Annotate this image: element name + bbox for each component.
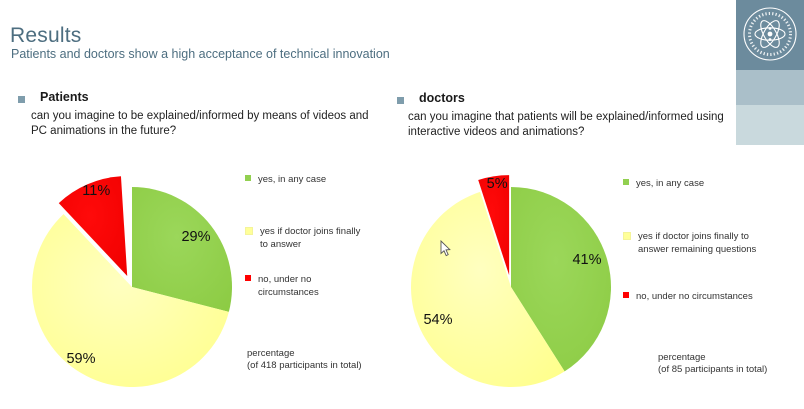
yellow-swatch-icon (623, 232, 631, 240)
doctors-label-no: 5% (487, 176, 508, 192)
legend-label: yes if doctor joins finally to (638, 231, 749, 242)
doctors-footnote: percentage (of 85 participants in total) (658, 352, 767, 376)
legend-label: yes if doctor joins finally (260, 226, 361, 237)
patients-bullet-icon (18, 96, 25, 103)
doctors-question: can you imagine that patients will be ex… (408, 111, 724, 138)
page-subtitle: Patients and doctors show a high accepta… (11, 47, 390, 61)
legend-label: yes, in any case (636, 178, 705, 189)
patients-label-yes: 29% (181, 229, 210, 245)
patients-legend-item-yes: yes, in any case (245, 173, 326, 186)
footnote-line: percentage (658, 352, 706, 363)
page-title: Results (10, 24, 82, 47)
red-swatch-icon (623, 292, 629, 298)
footnote-line: (of 418 participants in total) (247, 360, 362, 371)
doctors-slice-yes (511, 187, 611, 372)
patients-heading: Patients (40, 90, 89, 104)
doctors-legend-item-yes: yes, in any case (623, 177, 704, 190)
university-seal-logo (743, 7, 797, 61)
doctors-legend-item-no: no, under no circumstances (623, 290, 753, 303)
patients-slice-yes (132, 187, 233, 312)
footnote-line: (of 85 participants in total) (658, 364, 768, 375)
doctors-heading: doctors (419, 91, 465, 105)
legend-label: no, under no (258, 274, 312, 285)
footnote-line: percentage (247, 348, 295, 359)
patients-question: can you imagine to be explained/informed… (31, 110, 369, 137)
accent-strip-medium (736, 70, 804, 105)
patients-label-yes-if-doctor: 59% (66, 351, 95, 367)
red-swatch-icon (245, 275, 251, 281)
yellow-swatch-icon (245, 227, 253, 235)
legend-label: answer remaining questions (638, 244, 757, 255)
patients-pie-chart: 11% 29% 59% (32, 176, 233, 387)
green-swatch-icon (245, 175, 251, 181)
doctors-bullet-icon (397, 97, 404, 104)
doctors-label-yes: 41% (572, 252, 601, 268)
patients-slice-yes-if-doctor (32, 214, 229, 387)
legend-label: circumstances (258, 287, 319, 298)
doctors-slice-yes-if-doctor (410, 191, 565, 387)
green-swatch-icon (623, 179, 629, 185)
patients-label-no: 11% (82, 183, 110, 199)
patients-footnote: percentage (of 418 participants in total… (247, 348, 362, 372)
accent-strip-dark (736, 0, 804, 70)
doctors-pie-chart: 5% 41% 54% (410, 175, 611, 387)
doctors-label-yes-if-doctor: 54% (423, 312, 452, 328)
patients-legend-item-yes-if-doctor: yes if doctor joins finally to answer (245, 225, 360, 251)
doctors-legend-item-yes-if-doctor: yes if doctor joins finally to answer re… (623, 230, 756, 256)
patients-slice-no-exploded: 11% (58, 176, 128, 276)
legend-label: to answer (260, 239, 302, 250)
patients-legend-item-no: no, under no circumstances (245, 273, 319, 299)
legend-label: yes, in any case (258, 174, 327, 185)
mouse-cursor-icon (440, 240, 451, 257)
accent-strip-light (736, 105, 804, 145)
doctors-slice-no-exploded: 5% (478, 175, 510, 276)
legend-label: no, under no circumstances (636, 291, 753, 302)
